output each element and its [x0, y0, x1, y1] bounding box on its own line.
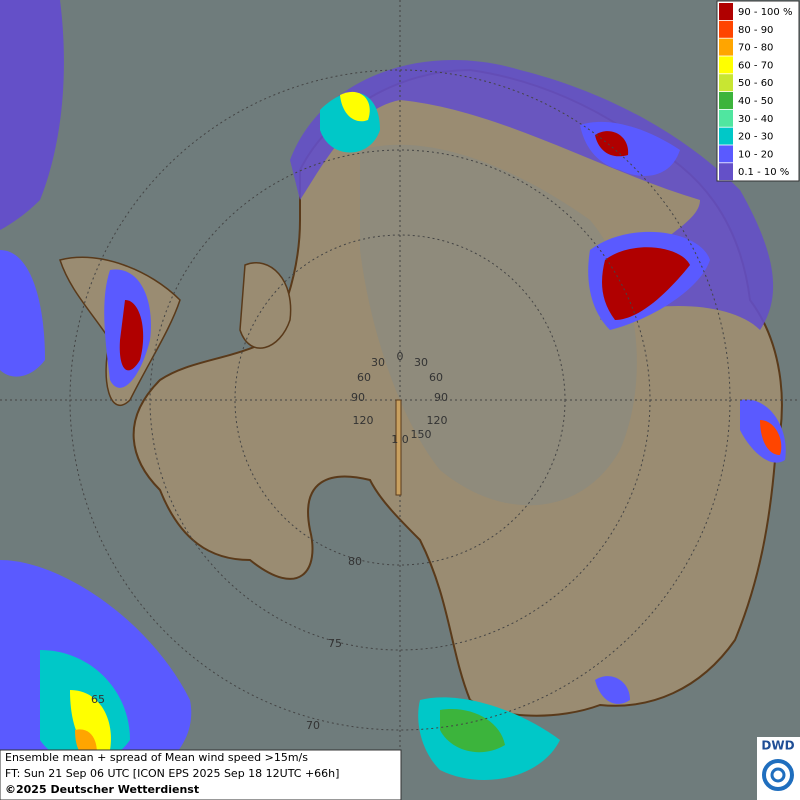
graticule-circle — [69, 69, 731, 731]
graticule-circle — [234, 234, 566, 566]
graticule-label: 90 — [351, 391, 365, 404]
legend-swatch — [719, 3, 733, 20]
graticule-label: 70 — [306, 719, 320, 732]
legend-swatch — [719, 109, 733, 127]
legend-swatch — [719, 74, 733, 92]
legend-label: 0.1 - 10 % — [738, 167, 789, 178]
logo: DWD — [757, 737, 800, 800]
caption-line: FT: Sun 21 Sep 06 UTC [ICON EPS 2025 Sep… — [5, 767, 339, 780]
graticule-circle — [149, 149, 651, 651]
graticule-label: 80 — [348, 555, 362, 568]
caption-box: Ensemble mean + spread of Mean wind spee… — [0, 749, 402, 800]
graticule-label: 120 — [427, 414, 448, 427]
legend-label: 90 - 100 % — [738, 7, 792, 18]
logo-text: DWD — [761, 739, 794, 753]
legend-label: 30 - 40 — [738, 114, 773, 125]
legend-label: 20 - 30 — [738, 132, 773, 143]
graticule-label: 150 — [411, 428, 432, 441]
graticule-label: 30 — [414, 356, 428, 369]
graticule-label: 90 — [434, 391, 448, 404]
caption-bg — [0, 749, 402, 800]
caption-line: ©2025 Deutscher Wetterdienst — [5, 783, 199, 796]
legend-swatch — [719, 38, 733, 56]
legend-swatch — [719, 56, 733, 74]
caption-line: Ensemble mean + spread of Mean wind spee… — [5, 751, 308, 764]
graticule-label: 120 — [353, 414, 374, 427]
graticule-label: 60 — [429, 371, 443, 384]
legend-swatch — [719, 163, 733, 181]
legend: 90 - 100 % 80 - 90 70 - 80 60 - 70 50 - 60 40… — [716, 0, 800, 182]
graticule-label: 1 0 — [391, 433, 409, 446]
graticule-label: 75 — [328, 637, 342, 650]
graticule-label: 65 — [91, 693, 105, 706]
legend-label: 50 - 60 — [738, 78, 773, 89]
legend-label: 80 - 90 — [738, 25, 773, 36]
legend-label: 60 - 70 — [738, 60, 773, 71]
legend-swatch — [719, 92, 733, 109]
legend-swatch — [719, 127, 733, 145]
legend-swatch — [719, 20, 733, 38]
legend-label: 10 - 20 — [738, 149, 773, 160]
logo-swirl — [770, 767, 786, 783]
antarctica — [59, 68, 783, 717]
legend-swatch — [719, 145, 733, 163]
graticule-label: 60 — [357, 371, 371, 384]
graticule-label: 30 — [371, 356, 385, 369]
logo-swirl — [762, 759, 794, 791]
legend-label: 40 - 50 — [738, 96, 773, 107]
legend-label: 70 - 80 — [738, 43, 773, 54]
graticule-label: 0 — [397, 350, 404, 363]
ice-shelf-line — [395, 399, 402, 496]
